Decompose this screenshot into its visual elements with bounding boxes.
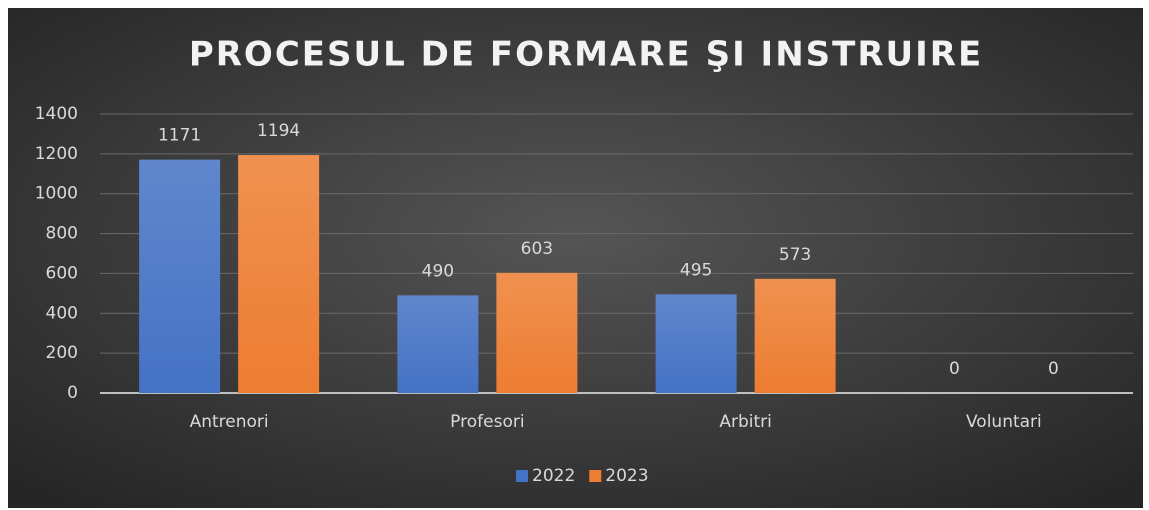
y-tick-label: 0 xyxy=(67,383,78,403)
chart-title: PROCESUL DE FORMARE ŞI INSTRUIRE xyxy=(189,35,983,75)
data-label: 0 xyxy=(1048,359,1059,379)
legend-swatch xyxy=(516,470,528,482)
y-tick-label: 400 xyxy=(46,303,78,323)
x-tick-label: Arbitri xyxy=(719,412,772,432)
x-tick-label: Antrenori xyxy=(190,412,269,432)
data-label: 495 xyxy=(680,260,712,280)
y-tick-label: 600 xyxy=(46,263,78,283)
bar xyxy=(655,294,737,393)
x-tick-label: Profesori xyxy=(450,412,524,432)
data-label: 1171 xyxy=(158,126,201,146)
data-label: 1194 xyxy=(257,121,300,141)
bar xyxy=(397,295,479,393)
bar xyxy=(754,278,836,393)
bar xyxy=(139,159,221,393)
x-tick-label: Voluntari xyxy=(966,412,1042,432)
y-tick-label: 1200 xyxy=(35,144,78,164)
y-tick-label: 1000 xyxy=(35,184,78,204)
y-tick-label: 1400 xyxy=(35,104,78,124)
y-tick-label: 200 xyxy=(46,343,78,363)
data-label: 490 xyxy=(422,261,454,281)
y-tick-label: 800 xyxy=(46,224,78,244)
bar xyxy=(496,272,578,393)
data-label: 573 xyxy=(779,245,811,265)
bar xyxy=(238,155,320,393)
data-label: 0 xyxy=(949,359,960,379)
data-label: 603 xyxy=(521,239,553,259)
legend-label: 2022 xyxy=(532,466,575,486)
legend-swatch xyxy=(589,470,602,482)
legend-label: 2023 xyxy=(605,466,648,486)
